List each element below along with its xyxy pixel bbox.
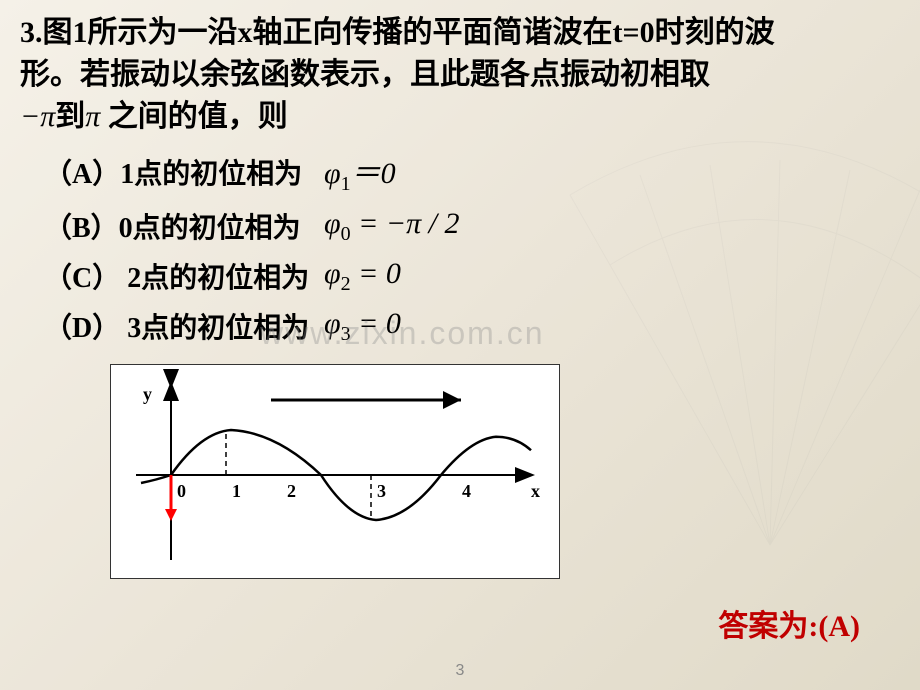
option-c-value: = 0: [351, 257, 401, 290]
option-d-formula: φ3 = 0: [324, 307, 401, 346]
option-c-formula: φ2 = 0: [324, 257, 401, 296]
option-b-value: = −π / 2: [351, 207, 460, 240]
option-d-label: （D） 3点的初位相为: [44, 306, 324, 346]
option-b-formula: φ0 = −π / 2: [324, 207, 459, 246]
svg-text:2: 2: [287, 481, 296, 501]
stem-line1: 图1所示为一沿x轴正向传播的平面简谐波在t=0时刻的波: [43, 16, 775, 49]
svg-text:1: 1: [232, 481, 241, 501]
answer-text: 答案为:(A): [718, 601, 860, 645]
question-number: 3.: [20, 16, 43, 49]
option-c-sub: 2: [341, 273, 351, 295]
option-a-sub: 1: [341, 173, 351, 195]
stem-line2: 形。若振动以余弦函数表示，且此题各点振动初相取: [20, 58, 710, 91]
options-list: （A）1点的初位相为 φ1＝0 （B）0点的初位相为 φ0 = −π / 2 （…: [20, 148, 900, 346]
option-a-value: ＝0: [351, 157, 396, 190]
page-number: 3: [456, 662, 465, 680]
option-b: （B）0点的初位相为 φ0 = −π / 2: [20, 206, 900, 246]
svg-text:0: 0: [177, 481, 186, 501]
svg-text:3: 3: [377, 481, 386, 501]
pi-range-suffix: π: [85, 100, 100, 133]
slide-content: 3.图1所示为一沿x轴正向传播的平面简谐波在t=0时刻的波 形。若振动以余弦函数…: [0, 0, 920, 591]
svg-text:4: 4: [462, 481, 471, 501]
option-c-label: （C） 2点的初位相为: [44, 256, 324, 296]
pi-range-mid: 到: [55, 100, 85, 133]
option-a: （A）1点的初位相为 φ1＝0: [20, 148, 900, 196]
svg-text:y: y: [143, 384, 152, 404]
option-a-formula: φ1＝0: [324, 148, 396, 196]
question-stem: 3.图1所示为一沿x轴正向传播的平面简谐波在t=0时刻的波 形。若振动以余弦函数…: [20, 12, 900, 138]
option-a-label: （A）1点的初位相为: [44, 152, 324, 192]
option-b-label: （B）0点的初位相为: [44, 206, 324, 246]
wave-figure: 0 1 2 3 4 y x: [110, 364, 560, 579]
option-d-sub: 3: [341, 323, 351, 345]
option-d: （D） 3点的初位相为 φ3 = 0: [20, 306, 900, 346]
option-b-sub: 0: [341, 223, 351, 245]
svg-text:x: x: [531, 481, 540, 501]
stem-tail: 之间的值，则: [100, 100, 288, 133]
option-d-value: = 0: [351, 307, 401, 340]
option-c: （C） 2点的初位相为 φ2 = 0: [20, 256, 900, 296]
pi-range-prefix: −π: [20, 100, 55, 133]
